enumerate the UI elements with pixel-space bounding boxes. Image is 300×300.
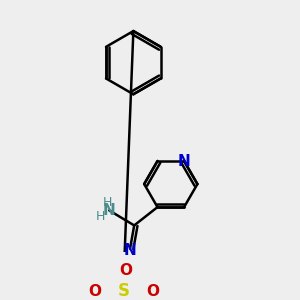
Text: N: N (178, 154, 190, 169)
Text: O: O (88, 284, 101, 298)
Text: H: H (96, 210, 106, 223)
Text: O: O (146, 284, 159, 298)
Text: S: S (117, 282, 129, 300)
Text: N: N (124, 243, 136, 258)
Text: N: N (103, 203, 116, 218)
Text: O: O (119, 263, 132, 278)
Text: H: H (103, 196, 112, 209)
